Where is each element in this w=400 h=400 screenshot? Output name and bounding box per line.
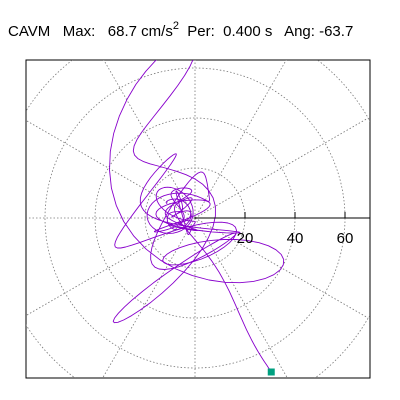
motion-trace-group (109, 60, 285, 376)
polar-grid (26, 60, 370, 378)
station-code: CAVM (8, 23, 51, 40)
period-value: 0.400 (223, 23, 261, 40)
angle-value: -63.7 (319, 23, 354, 40)
trace-end-marker (267, 368, 275, 376)
radial-tick-label: 20 (237, 230, 254, 247)
motion-trace (109, 60, 285, 373)
max-value: 68.7 (107, 23, 137, 40)
chart-header: CAVM Max: 68.7 cm/s2 Per: 0.400 s Ang: -… (8, 20, 353, 40)
max-label: Max: (62, 23, 96, 40)
period-unit: s (264, 23, 273, 40)
plot-frame (25, 59, 371, 379)
radial-tick-label: 60 (337, 230, 354, 247)
grid-circle (26, 60, 370, 378)
period-label: Per: (187, 23, 215, 40)
max-unit-exponent: 2 (172, 20, 179, 32)
radial-axis: 20 40 60 (195, 212, 370, 247)
radial-tick-label: 40 (287, 230, 304, 247)
grid-spoke (103, 60, 196, 219)
grid-spoke (26, 119, 196, 219)
grid-spoke (102, 217, 196, 378)
max-unit: cm/s (141, 23, 173, 40)
angle-label: Ang: (284, 23, 315, 40)
